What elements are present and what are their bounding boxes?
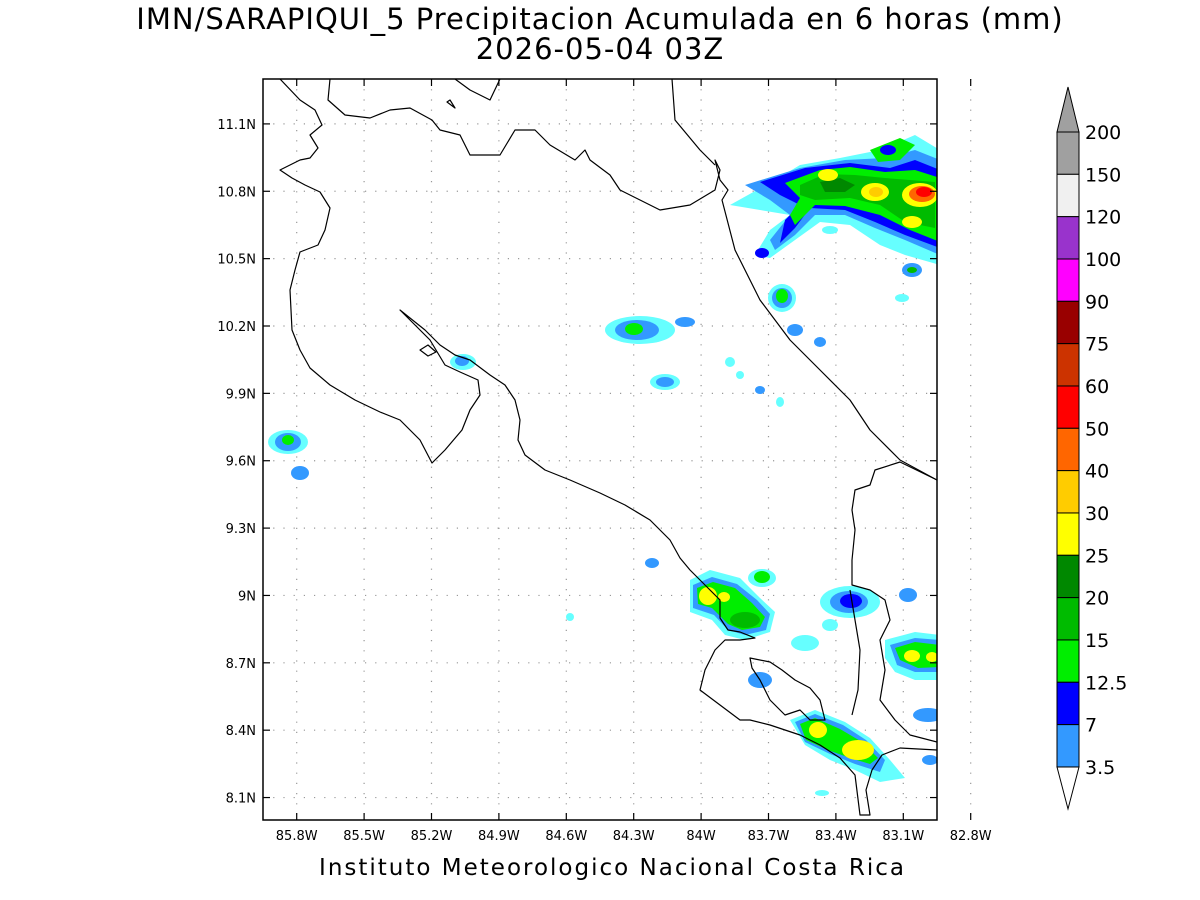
colorbar-label: 15 bbox=[1085, 630, 1109, 652]
lat-tick-label: 11.1N bbox=[217, 118, 256, 133]
colorbar-over-triangle bbox=[1056, 86, 1080, 133]
lat-tick-label: 8.4N bbox=[226, 724, 256, 739]
lon-tick-label: 84W bbox=[686, 829, 716, 844]
lat-tick-label: 10.5N bbox=[217, 253, 256, 268]
lon-tick-label: 84.6W bbox=[545, 829, 587, 844]
colorbar-label: 30 bbox=[1085, 503, 1109, 525]
axis-ticks: 11.1N 10.8N 10.5N 10.2N 9.9N 9.6N 9.3N 9N 8.7N 8.… bbox=[217, 79, 992, 844]
lon-tick-label: 83.1W bbox=[882, 829, 924, 844]
colorbar-swatch bbox=[1056, 385, 1080, 429]
colorbar: 200 150 120 100 90 75 60 50 40 30 25 20 15 12.5 7 3.5 bbox=[1056, 86, 1127, 811]
lat-tick-label: 9N bbox=[238, 589, 256, 604]
colorbar-swatch bbox=[1056, 258, 1080, 302]
lat-tick-label: 9.9N bbox=[226, 387, 256, 402]
colorbar-label: 25 bbox=[1085, 545, 1109, 567]
footer-credit: Instituto Meteorologico Nacional Costa R… bbox=[319, 855, 906, 881]
precip-blob-ne bbox=[730, 135, 937, 265]
lat-tick-label: 8.7N bbox=[226, 657, 256, 672]
colorbar-label: 60 bbox=[1085, 376, 1109, 398]
lon-tick-label: 85.8W bbox=[276, 829, 318, 844]
colorbar-swatch bbox=[1056, 597, 1080, 641]
colorbar-label: 75 bbox=[1085, 334, 1109, 356]
colorbar-label: 3.5 bbox=[1085, 757, 1115, 779]
colorbar-swatch bbox=[1056, 300, 1080, 345]
colorbar-label: 7 bbox=[1085, 715, 1097, 737]
plot-frame bbox=[262, 78, 938, 821]
colorbar-label: 50 bbox=[1085, 418, 1109, 440]
colorbar-swatch bbox=[1056, 512, 1080, 556]
lon-tick-label: 84.9W bbox=[478, 829, 520, 844]
colorbar-label: 40 bbox=[1085, 461, 1109, 483]
colorbar-swatch bbox=[1056, 554, 1080, 599]
lon-tick-label: 85.5W bbox=[343, 829, 385, 844]
colorbar-label: 12.5 bbox=[1085, 672, 1127, 694]
colorbar-swatch bbox=[1056, 639, 1080, 683]
map-datetime: 2026-05-04 03Z bbox=[475, 32, 725, 66]
lon-tick-label: 82.8W bbox=[950, 829, 992, 844]
lon-tick-label: 83.7W bbox=[748, 829, 790, 844]
colorbar-under-triangle bbox=[1056, 766, 1080, 811]
lat-tick-label: 9.3N bbox=[226, 522, 256, 537]
colorbar-swatch bbox=[1056, 427, 1080, 472]
map-title: IMN/SARAPIQUI_5 Precipitacion Acumulada … bbox=[136, 2, 1064, 36]
colorbar-swatch bbox=[1056, 724, 1080, 768]
colorbar-swatch bbox=[1056, 216, 1080, 260]
lat-tick-label: 8.1N bbox=[226, 792, 256, 807]
colorbar-label: 200 bbox=[1085, 122, 1121, 144]
lat-tick-label: 10.8N bbox=[217, 185, 256, 200]
colorbar-swatch bbox=[1056, 470, 1080, 514]
precip-blob-golfito bbox=[790, 710, 905, 782]
colorbar-swatch bbox=[1056, 681, 1080, 726]
coastlines bbox=[279, 79, 937, 816]
colorbar-swatch bbox=[1056, 131, 1080, 175]
precipitation-field bbox=[268, 79, 937, 816]
colorbar-swatch bbox=[1056, 173, 1080, 218]
colorbar-label: 120 bbox=[1085, 207, 1121, 229]
colorbar-label: 100 bbox=[1085, 249, 1121, 271]
lon-tick-label: 85.2W bbox=[411, 829, 453, 844]
colorbar-label: 20 bbox=[1085, 588, 1109, 610]
lon-tick-label: 84.3W bbox=[613, 829, 655, 844]
colorbar-label: 150 bbox=[1085, 164, 1121, 186]
colorbar-label: 90 bbox=[1085, 291, 1109, 313]
colorbar-swatch bbox=[1056, 343, 1080, 387]
lat-tick-label: 10.2N bbox=[217, 320, 256, 335]
lat-tick-label: 9.6N bbox=[226, 455, 256, 470]
lon-tick-label: 83.4W bbox=[815, 829, 857, 844]
